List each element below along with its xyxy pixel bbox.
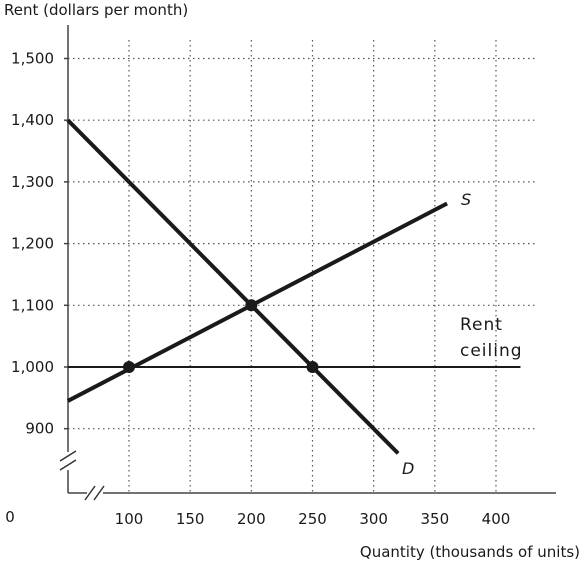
demand-curve-label: D <box>402 459 414 478</box>
data-point <box>306 361 319 373</box>
y-tick-label: 1,000 <box>11 358 54 376</box>
y-tick-label: 1,300 <box>11 173 54 191</box>
rent-ceiling-label-line1: Rent <box>460 315 503 335</box>
y-tick-label: 900 <box>25 420 54 438</box>
equilibrium-points <box>123 299 319 373</box>
y-tick-label: 1,200 <box>11 235 54 253</box>
y-tick-label: 1,500 <box>11 50 54 68</box>
x-tick-label: 350 <box>421 510 450 528</box>
x-tick-label: 400 <box>482 510 511 528</box>
gridlines <box>68 40 538 493</box>
x-axis-break <box>93 485 105 501</box>
data-point <box>123 361 135 373</box>
origin-label: 0 <box>5 508 15 526</box>
axes: 900 1,000 1,100 1,200 1,300 1,400 1,500 100 150 2… <box>11 25 556 528</box>
supply-curve <box>66 201 448 403</box>
y-axis-break <box>59 459 77 471</box>
y-axis-title: Rent (dollars per month) <box>4 1 188 19</box>
x-tick-label: 200 <box>237 510 266 528</box>
data-point <box>245 299 258 312</box>
x-axis-break <box>84 485 96 501</box>
y-tick-label: 1,400 <box>11 111 54 129</box>
rent-ceiling-label-line2: ceiling <box>460 341 523 361</box>
y-axis-break <box>59 450 77 462</box>
y-tick-label: 1,100 <box>11 296 54 314</box>
x-tick-label: 100 <box>115 510 144 528</box>
series-lines <box>66 118 521 455</box>
x-tick-label: 150 <box>176 510 205 528</box>
supply-curve-label: S <box>461 190 471 209</box>
x-tick-label: 300 <box>359 510 388 528</box>
demand-curve <box>66 118 400 455</box>
x-axis-title: Quantity (thousands of units) <box>360 543 580 561</box>
x-tick-label: 250 <box>298 510 327 528</box>
